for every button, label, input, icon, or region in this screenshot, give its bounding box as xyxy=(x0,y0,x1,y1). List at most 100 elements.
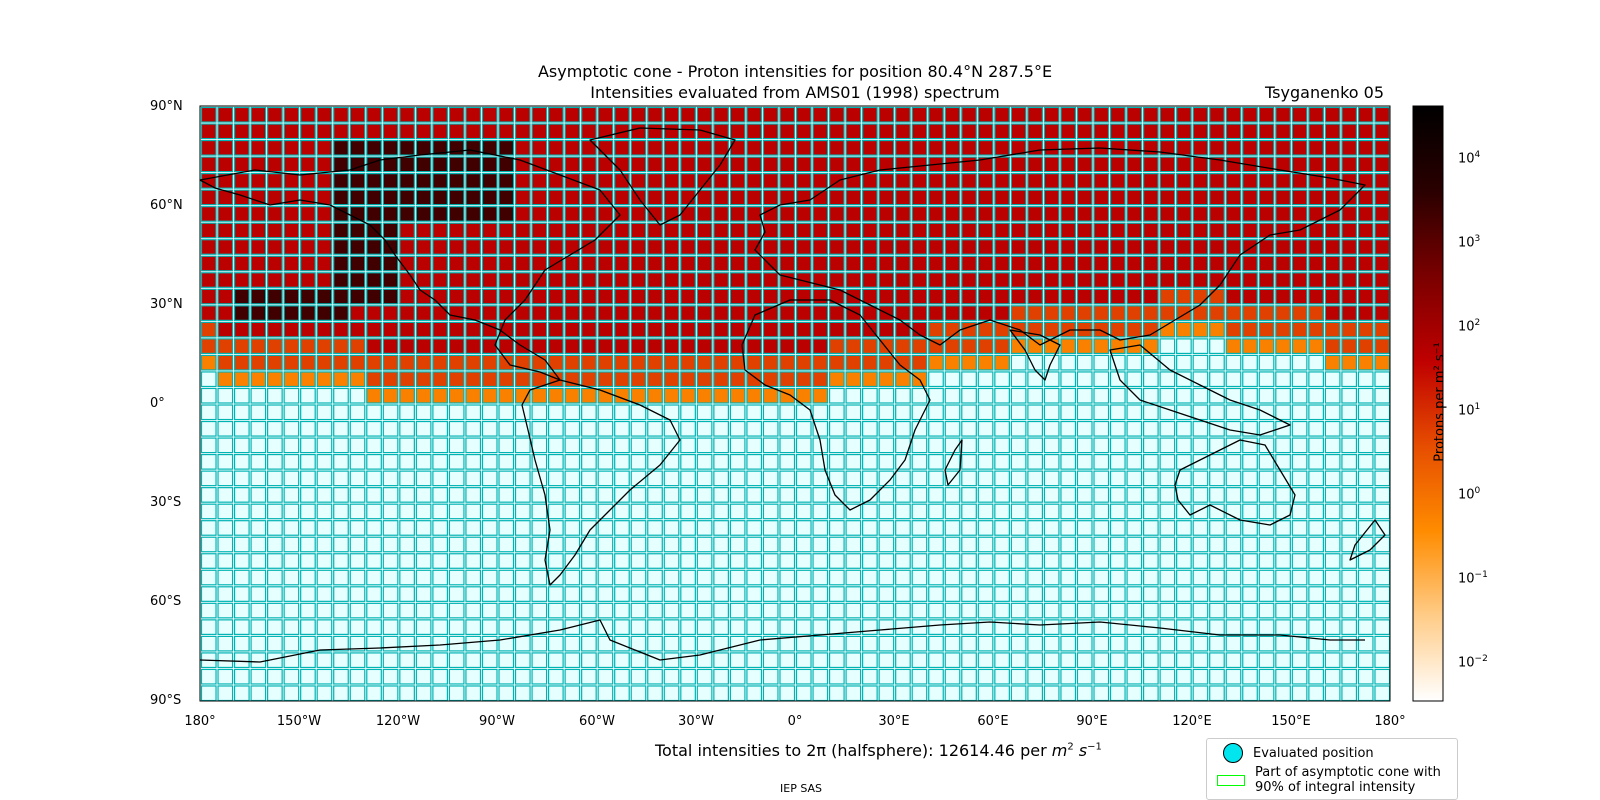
heatmap-cell xyxy=(1192,602,1209,619)
heatmap-cell xyxy=(729,371,746,388)
heatmap-cell xyxy=(696,173,713,189)
heatmap-cell xyxy=(1374,371,1391,388)
heatmap-cell xyxy=(1275,123,1291,140)
heatmap-cell xyxy=(845,553,862,569)
heatmap-cell xyxy=(1109,437,1126,454)
heatmap-cell xyxy=(597,437,614,454)
heatmap-cell xyxy=(382,305,399,321)
heatmap-cell xyxy=(1010,222,1027,239)
heatmap-cell xyxy=(498,404,515,421)
heatmap-cell xyxy=(1093,255,1110,272)
heatmap-cell xyxy=(349,404,366,421)
heatmap-cell xyxy=(1093,387,1110,404)
heatmap-cell xyxy=(1126,354,1143,371)
heatmap-cell xyxy=(1242,602,1258,619)
heatmap-cell xyxy=(1010,437,1027,454)
heatmap-cell xyxy=(349,272,366,288)
heatmap-cell xyxy=(647,189,663,206)
heatmap-cell xyxy=(300,173,316,189)
heatmap-cell xyxy=(994,668,1010,685)
heatmap-cell xyxy=(1142,173,1159,189)
heatmap-cell xyxy=(1209,338,1225,355)
heatmap-cell xyxy=(1225,487,1242,503)
heatmap-cell xyxy=(878,569,895,586)
heatmap-cell xyxy=(696,371,713,388)
heatmap-cell xyxy=(1159,619,1176,635)
heatmap-cell xyxy=(795,453,812,470)
heatmap-cell xyxy=(1076,685,1093,702)
heatmap-cell xyxy=(1291,602,1308,619)
heatmap-cell xyxy=(1060,685,1077,702)
heatmap-cell xyxy=(233,272,250,288)
heatmap-cell xyxy=(250,437,267,454)
heatmap-cell xyxy=(267,635,283,652)
heatmap-cell xyxy=(895,420,911,437)
heatmap-cell xyxy=(1192,123,1209,140)
heatmap-cell xyxy=(366,106,382,123)
heatmap-cell xyxy=(961,569,977,586)
heatmap-cell xyxy=(1176,520,1192,536)
heatmap-cell xyxy=(1308,437,1324,454)
heatmap-cell xyxy=(498,586,515,602)
heatmap-cell xyxy=(1043,106,1060,123)
heatmap-cell xyxy=(547,305,564,321)
heatmap-cell xyxy=(366,239,382,255)
heatmap-cell xyxy=(1076,338,1093,355)
heatmap-cell xyxy=(746,106,763,123)
heatmap-cell xyxy=(1209,371,1225,388)
heatmap-cell xyxy=(1109,156,1126,173)
heatmap-cell xyxy=(828,470,845,487)
heatmap-cell xyxy=(845,305,862,321)
heatmap-cell xyxy=(1291,387,1308,404)
heatmap-cell xyxy=(1126,685,1143,702)
heatmap-cell xyxy=(250,487,267,503)
heatmap-cell xyxy=(713,470,729,487)
heatmap-cell xyxy=(217,255,234,272)
heatmap-cell xyxy=(1126,272,1143,288)
heatmap-cell xyxy=(1109,470,1126,487)
heatmap-cell xyxy=(1076,520,1093,536)
heatmap-cell xyxy=(465,668,482,685)
heatmap-cell xyxy=(696,420,713,437)
heatmap-cell xyxy=(1308,487,1324,503)
heatmap-cell xyxy=(1159,139,1176,156)
heatmap-cell xyxy=(481,189,498,206)
heatmap-cell xyxy=(1192,321,1209,338)
heatmap-cell xyxy=(465,453,482,470)
heatmap-cell xyxy=(283,635,300,652)
heatmap-cell xyxy=(233,288,250,305)
heatmap-cell xyxy=(1126,255,1143,272)
heatmap-cell xyxy=(845,387,862,404)
heatmap-cell xyxy=(547,354,564,371)
heatmap-cell xyxy=(994,222,1010,239)
heatmap-cell xyxy=(465,288,482,305)
heatmap-cell xyxy=(1324,305,1341,321)
heatmap-cell xyxy=(465,685,482,702)
heatmap-cell xyxy=(432,156,449,173)
heatmap-cell xyxy=(895,106,911,123)
heatmap-cell xyxy=(680,255,696,272)
heatmap-cell xyxy=(531,437,548,454)
heatmap-cell xyxy=(663,569,680,586)
heatmap-cell xyxy=(812,123,829,140)
heatmap-cell xyxy=(977,536,994,553)
heatmap-cell xyxy=(382,437,399,454)
heatmap-cell xyxy=(1242,503,1258,520)
heatmap-cell xyxy=(1374,338,1391,355)
heatmap-cell xyxy=(432,685,449,702)
heatmap-cell xyxy=(944,420,961,437)
heatmap-cell xyxy=(696,652,713,669)
heatmap-cell xyxy=(349,173,366,189)
heatmap-cell xyxy=(1308,453,1324,470)
heatmap-cell xyxy=(1126,139,1143,156)
heatmap-cell xyxy=(415,305,432,321)
heatmap-cell xyxy=(366,321,382,338)
heatmap-cell xyxy=(746,437,763,454)
heatmap-cell xyxy=(1275,156,1291,173)
heatmap-cell xyxy=(1060,288,1077,305)
heatmap-cell xyxy=(465,553,482,569)
heatmap-cell xyxy=(1209,668,1225,685)
heatmap-cell xyxy=(630,255,647,272)
heatmap-cell xyxy=(597,602,614,619)
heatmap-cell xyxy=(647,321,663,338)
